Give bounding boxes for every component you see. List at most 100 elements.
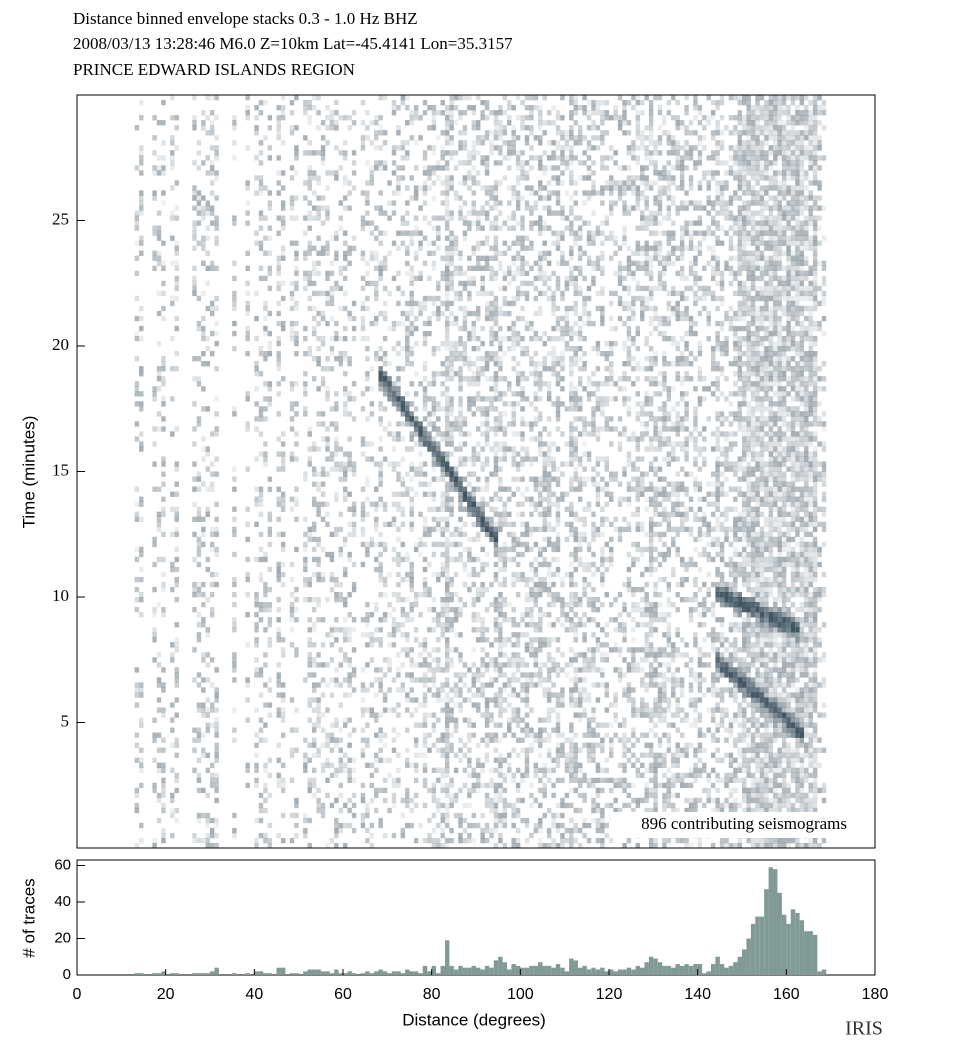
envelope-cell bbox=[365, 837, 370, 844]
envelope-cell bbox=[444, 767, 450, 773]
envelope-cell bbox=[343, 491, 348, 497]
envelope-cell bbox=[577, 762, 583, 768]
envelope-cell bbox=[476, 476, 481, 482]
envelope-cell bbox=[524, 597, 530, 603]
envelope-cell bbox=[449, 240, 454, 246]
envelope-cell bbox=[413, 230, 419, 236]
envelope-cell bbox=[458, 411, 463, 417]
envelope-cell bbox=[577, 536, 583, 543]
envelope-cell bbox=[263, 461, 268, 467]
envelope-cell bbox=[444, 757, 450, 763]
envelope-cell bbox=[418, 275, 423, 282]
envelope-cell bbox=[214, 295, 219, 302]
envelope-cell bbox=[498, 421, 503, 427]
envelope-cell bbox=[232, 260, 237, 266]
envelope-cell bbox=[422, 637, 428, 643]
envelope-cell bbox=[573, 265, 578, 271]
envelope-cell bbox=[174, 752, 179, 758]
envelope-cell bbox=[205, 566, 210, 573]
envelope-cell bbox=[467, 366, 472, 372]
envelope-cell bbox=[533, 772, 539, 779]
envelope-cell bbox=[161, 290, 166, 297]
envelope-cell bbox=[311, 150, 317, 156]
envelope-cell bbox=[365, 602, 370, 608]
envelope-cell bbox=[462, 742, 468, 748]
envelope-cell bbox=[409, 762, 414, 768]
envelope-cell bbox=[546, 842, 552, 849]
envelope-cell bbox=[378, 145, 383, 151]
envelope-cell bbox=[258, 190, 264, 196]
envelope-cell bbox=[471, 612, 476, 618]
envelope-cell bbox=[210, 772, 215, 779]
envelope-cell bbox=[546, 110, 552, 116]
envelope-cell bbox=[374, 752, 379, 758]
envelope-cell bbox=[573, 787, 578, 794]
envelope-cell bbox=[555, 481, 561, 487]
envelope-cell bbox=[524, 541, 530, 548]
envelope-cell bbox=[245, 717, 250, 723]
envelope-cell bbox=[520, 351, 525, 357]
envelope-cell bbox=[174, 466, 179, 472]
envelope-cell bbox=[329, 451, 335, 457]
envelope-cell bbox=[316, 697, 321, 703]
envelope-cell bbox=[440, 682, 445, 688]
envelope-cell bbox=[347, 807, 352, 814]
envelope-cell bbox=[413, 742, 419, 748]
envelope-cell bbox=[378, 160, 383, 166]
envelope-cell bbox=[210, 612, 215, 618]
envelope-cell bbox=[276, 170, 281, 176]
envelope-cell bbox=[201, 315, 206, 322]
envelope-cell bbox=[467, 732, 472, 738]
envelope-cell bbox=[573, 396, 578, 402]
envelope-cell bbox=[152, 612, 157, 618]
envelope-cell bbox=[378, 757, 383, 763]
envelope-cell bbox=[351, 471, 357, 477]
envelope-cell bbox=[573, 451, 578, 457]
envelope-cell bbox=[511, 356, 516, 362]
envelope-cell bbox=[444, 526, 450, 533]
envelope-cell bbox=[365, 371, 370, 377]
envelope-cell bbox=[555, 190, 561, 196]
envelope-cell bbox=[555, 396, 561, 402]
envelope-cell bbox=[374, 290, 379, 297]
envelope-cell bbox=[502, 501, 508, 507]
envelope-cell bbox=[294, 351, 299, 357]
envelope-cell bbox=[329, 295, 335, 302]
envelope-cell bbox=[307, 165, 312, 171]
envelope-cell bbox=[471, 566, 476, 573]
envelope-cell bbox=[564, 617, 570, 623]
envelope-cell bbox=[511, 411, 516, 417]
envelope-cell bbox=[444, 175, 450, 181]
envelope-cell bbox=[542, 471, 547, 477]
envelope-cell bbox=[196, 476, 202, 482]
envelope-cell bbox=[343, 175, 348, 181]
envelope-cell bbox=[334, 250, 339, 256]
envelope-cell bbox=[134, 486, 140, 492]
envelope-cell bbox=[498, 135, 503, 141]
envelope-cell bbox=[586, 230, 592, 236]
envelope-cell bbox=[498, 737, 503, 743]
envelope-cell bbox=[440, 612, 445, 618]
envelope-cell bbox=[582, 275, 587, 282]
envelope-cell bbox=[511, 446, 516, 452]
envelope-cell bbox=[533, 486, 539, 492]
envelope-cell bbox=[431, 782, 437, 789]
envelope-cell bbox=[564, 536, 570, 543]
envelope-cell bbox=[351, 501, 357, 507]
envelope-cell bbox=[436, 230, 441, 236]
envelope-cell bbox=[369, 782, 375, 789]
envelope-cell bbox=[422, 777, 428, 784]
envelope-cell bbox=[254, 837, 259, 844]
envelope-cell bbox=[329, 551, 335, 558]
envelope-cell bbox=[489, 832, 494, 839]
envelope-cell bbox=[134, 802, 140, 809]
envelope-cell bbox=[427, 185, 432, 191]
envelope-cell bbox=[551, 305, 556, 312]
envelope-cell bbox=[520, 396, 525, 402]
envelope-cell bbox=[484, 155, 490, 161]
envelope-cell bbox=[210, 431, 215, 437]
envelope-cell bbox=[232, 827, 237, 834]
envelope-cell bbox=[409, 576, 414, 583]
envelope-cell bbox=[360, 561, 366, 568]
envelope-cell bbox=[360, 285, 366, 292]
